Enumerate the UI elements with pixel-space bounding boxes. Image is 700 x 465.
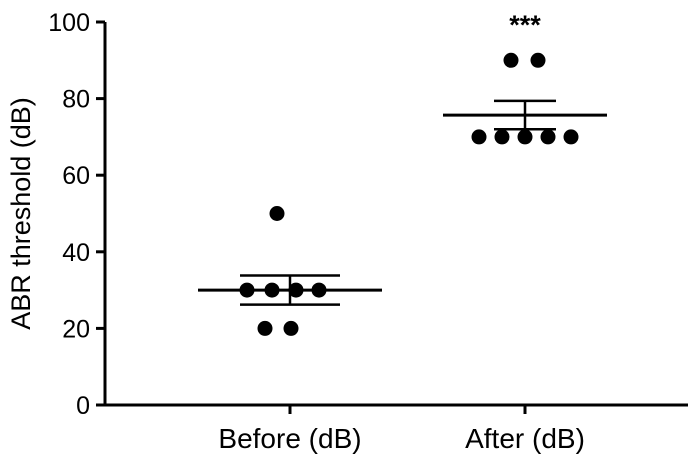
data-point [269,206,285,221]
data-point [311,282,327,298]
x-category-label: After (dB) [465,423,585,454]
data-point [563,129,579,145]
data-point [283,320,299,336]
significance-marker: *** [509,10,541,40]
y-axis-title: ABR threshold (dB) [6,97,36,330]
x-category-label: Before (dB) [218,423,361,454]
data-point [503,52,519,68]
data-point [471,129,487,145]
data-point [239,282,255,298]
y-tick-label: 60 [62,162,90,190]
data-point [494,129,510,145]
data-point [530,52,546,68]
y-tick-label: 40 [62,239,90,267]
data-point [517,129,533,145]
data-point [540,129,556,145]
data-point [264,282,280,298]
y-tick-label: 100 [48,9,90,37]
y-tick-label: 80 [62,86,90,114]
data-point [257,320,273,336]
y-tick-label: 20 [62,315,90,343]
data-point [288,282,304,298]
y-tick-label: 0 [76,392,90,420]
